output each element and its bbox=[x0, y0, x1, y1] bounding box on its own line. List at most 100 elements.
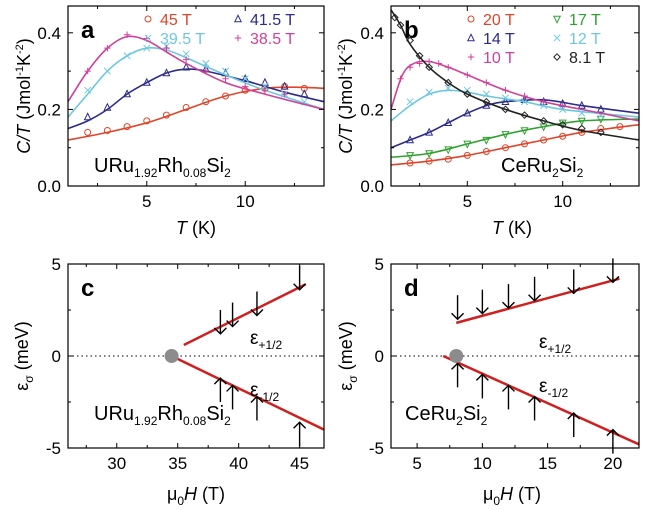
fit-line bbox=[391, 60, 639, 122]
spin-up-arrow-head bbox=[293, 421, 307, 429]
y-tick-label: 0.4 bbox=[37, 24, 61, 43]
data-point bbox=[280, 81, 289, 90]
spin-up-arrow-head bbox=[567, 412, 581, 420]
spin-up-arrow-head bbox=[226, 384, 240, 392]
legend-label: 41.5 T bbox=[250, 12, 295, 29]
upper-level-label: ε+1/2 bbox=[250, 328, 283, 352]
legend-marker bbox=[467, 15, 475, 23]
x-tick-label: 45 bbox=[290, 454, 309, 473]
data-point bbox=[241, 75, 249, 83]
x-tick-label: 10 bbox=[553, 192, 572, 211]
data-point bbox=[182, 56, 190, 63]
spin-up-arrow-head bbox=[606, 428, 620, 437]
data-point bbox=[396, 21, 405, 30]
series-12-T bbox=[391, 84, 639, 122]
legend-label: 10 T bbox=[483, 50, 515, 67]
data-point bbox=[260, 77, 269, 86]
legend-label: 45 T bbox=[160, 12, 192, 29]
compound-label: URu1.92Rh0.08Si2 bbox=[94, 155, 231, 180]
spin-down-arrow-head bbox=[226, 320, 240, 328]
plot-area bbox=[68, 31, 324, 141]
spin-up-arrow-head bbox=[451, 362, 465, 370]
fit-line bbox=[391, 98, 639, 149]
data-point bbox=[501, 94, 510, 102]
fit-line bbox=[68, 35, 324, 111]
data-point bbox=[222, 75, 229, 82]
data-point bbox=[163, 44, 170, 52]
legend: 20 T 17 T 14 T 12 T 10 T 8.1 T bbox=[466, 12, 605, 67]
x-axis-label: μ0H (T) bbox=[483, 484, 541, 508]
data-point bbox=[84, 128, 92, 136]
x-tick-label: 30 bbox=[107, 454, 126, 473]
spin-up-arrow-head bbox=[501, 384, 515, 392]
legend-label: 8.1 T bbox=[569, 50, 605, 67]
legend-marker bbox=[467, 53, 475, 61]
series-38-5-T bbox=[68, 31, 324, 111]
legend-label: 38.5 T bbox=[250, 31, 295, 48]
x-tick-label: 5 bbox=[412, 454, 421, 473]
y-axis-label: εσ (meV) bbox=[12, 321, 36, 390]
legend-label: 12 T bbox=[569, 31, 601, 48]
series-10-T bbox=[391, 58, 639, 122]
data-point bbox=[596, 128, 605, 137]
y-tick-label: 5 bbox=[52, 255, 61, 274]
lower-level-label: ε-1/2 bbox=[539, 376, 568, 400]
legend-marker bbox=[466, 33, 476, 42]
panel-label: a bbox=[81, 17, 95, 44]
spin-down-arrow-head bbox=[567, 286, 581, 295]
legend-marker bbox=[552, 15, 562, 24]
fit-lower-line bbox=[442, 354, 640, 446]
fit-line bbox=[391, 118, 639, 159]
data-point bbox=[558, 120, 567, 129]
x-tick-label: 10 bbox=[236, 192, 255, 211]
y-axis-label: εσ (meV) bbox=[336, 321, 360, 390]
fit-line bbox=[391, 89, 639, 122]
legend-marker bbox=[233, 14, 243, 23]
spin-up-arrow-head bbox=[528, 395, 542, 403]
data-point bbox=[482, 136, 491, 145]
x-tick-label: 5 bbox=[142, 192, 151, 211]
lower-level-label: ε-1/2 bbox=[250, 380, 279, 404]
x-axis-label: μ0H (T) bbox=[167, 484, 225, 508]
spin-up-arrow-head bbox=[213, 377, 227, 385]
data-point bbox=[261, 82, 269, 90]
y-tick-label: 0 bbox=[375, 347, 384, 366]
legend-label: 17 T bbox=[569, 12, 601, 29]
spin-down-arrow-head bbox=[606, 275, 620, 284]
panel-c: 30 35 40 45 -5 0 5 c εσ (meV) μ0H (T) ε+1/2 ε-1/2 UR… bbox=[12, 255, 325, 508]
x-tick-label: 40 bbox=[229, 454, 248, 473]
legend-label: 20 T bbox=[483, 12, 515, 29]
y-tick-label: 0.0 bbox=[360, 177, 384, 196]
series-41-5-T bbox=[68, 62, 324, 130]
fit-line bbox=[391, 9, 639, 141]
fit-upper-line bbox=[455, 277, 620, 325]
legend-marker bbox=[553, 34, 561, 42]
panel-label: c bbox=[81, 275, 94, 302]
crossing-point bbox=[449, 349, 464, 363]
spin-down-arrow-head bbox=[528, 294, 542, 302]
upper-level-label: ε+1/2 bbox=[539, 332, 572, 356]
spin-up-arrow-head bbox=[475, 373, 489, 381]
spin-down-arrow-head bbox=[501, 301, 515, 310]
fit-lower-line bbox=[171, 354, 325, 431]
y-tick-label: 5 bbox=[375, 255, 384, 274]
y-tick-label: 0 bbox=[52, 347, 61, 366]
x-tick-label: 35 bbox=[168, 454, 187, 473]
plot-area bbox=[391, 9, 639, 167]
legend-label: 14 T bbox=[483, 31, 515, 48]
series-14-T bbox=[391, 95, 639, 149]
y-tick-label: 0.0 bbox=[37, 177, 61, 196]
spin-down-arrow-head bbox=[213, 327, 227, 335]
data-point bbox=[182, 103, 190, 111]
x-axis-label: T (K) bbox=[492, 218, 532, 238]
compound-label: CeRu2Si2 bbox=[501, 155, 584, 180]
compound-label: URu1.92Rh0.08Si2 bbox=[94, 403, 231, 428]
y-axis-label: C/T (Jmol-1K-2) bbox=[336, 38, 356, 154]
data-point bbox=[577, 124, 586, 133]
crossing-point bbox=[164, 349, 179, 363]
legend-label: 39.5 T bbox=[160, 31, 205, 48]
data-point bbox=[281, 90, 288, 98]
x-tick-label: 10 bbox=[473, 454, 492, 473]
panel-b: 5 10 0.0 0.2 0.4 b C/T (Jmol-1K-2) T (K) 20 T 17 … bbox=[336, 5, 640, 238]
